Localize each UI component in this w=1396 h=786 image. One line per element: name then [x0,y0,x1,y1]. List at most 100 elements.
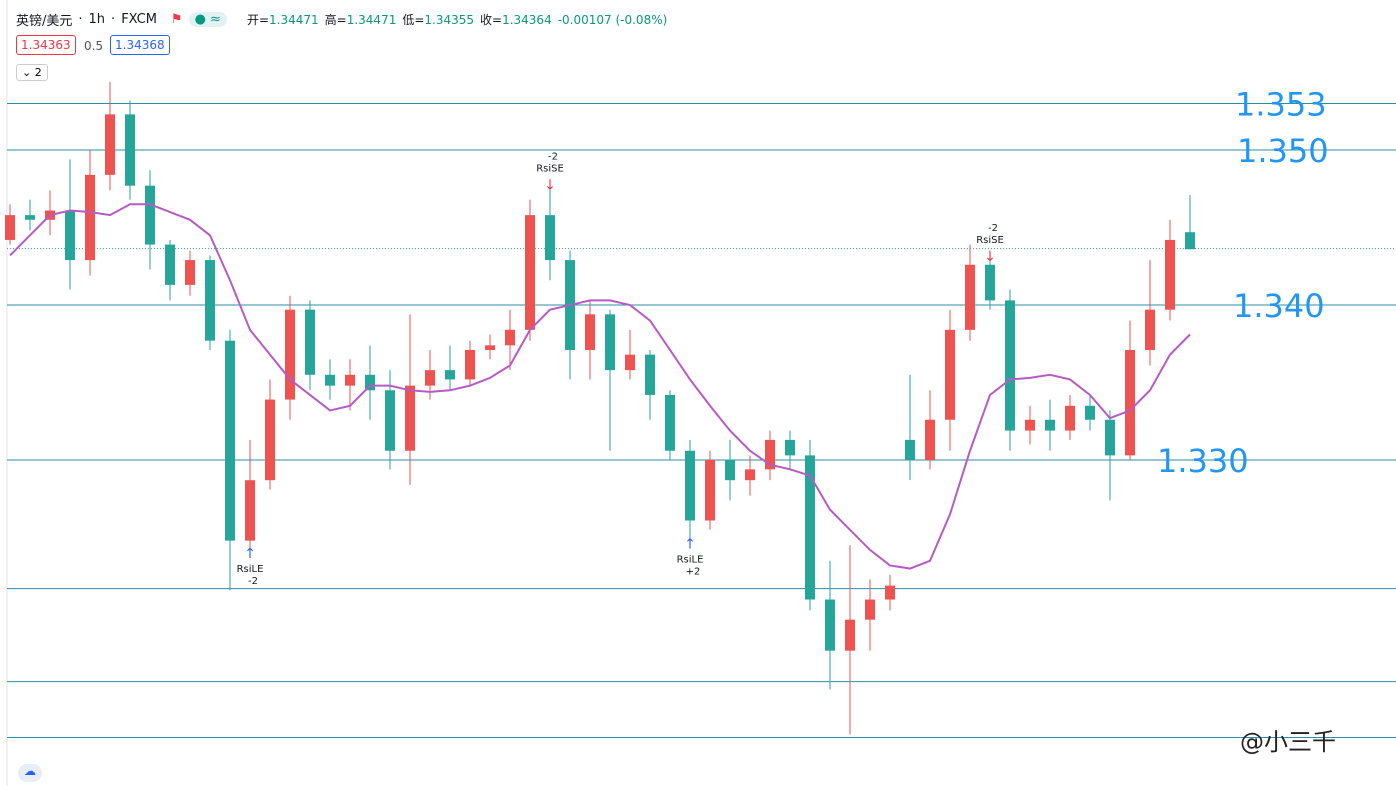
candle-body [645,354,655,395]
candle-body [305,309,315,375]
candle-body [945,329,955,420]
signal-qty: -2 [548,151,558,162]
logo[interactable]: ☁ [18,764,42,782]
source: FXCM [121,12,157,27]
candle-body [545,215,555,261]
candle-body [1085,405,1095,420]
candle-body [905,439,915,461]
candle-body [825,599,835,651]
ohlc: 开=1.34471 高=1.34471 低=1.34355 收=1.34364 [247,11,552,28]
flag-icon[interactable]: ⚑ [170,12,183,27]
candle-body [185,260,195,285]
candle-body [965,264,975,330]
candle-body [1165,239,1175,310]
ohlc-label: 高= [324,13,347,27]
watermark: @小三千 [1240,728,1336,756]
level-label: 1.340 [1233,287,1325,325]
candle-body [65,210,75,261]
candle-body [845,619,855,651]
ohlc-label: 收= [480,13,503,27]
candle-body [665,394,675,451]
signal-arrow: ↑ [244,546,256,562]
candle-body [225,340,235,541]
ohlc-item: 收=1.34364 [480,11,552,28]
signal-text: RsiLE [677,555,704,566]
ohlc-label: 低= [402,13,425,27]
interval[interactable]: 1h [88,12,106,27]
candle-body [325,374,335,386]
signal-text: RsiSE [536,163,564,174]
ohlc-value: 1.34355 [424,13,475,27]
candle-body [5,215,15,240]
indicator-count: 2 [34,66,42,79]
candle-body [265,399,275,481]
level-label: 1.350 [1237,132,1329,170]
bid[interactable]: 1.34363 [16,35,76,55]
candle-body [1045,419,1055,431]
candle-body [85,174,95,261]
status-icon[interactable]: ● ≈ [188,12,227,27]
level-label: 1.353 [1235,86,1327,124]
moving-average [9,203,1191,570]
candle-body [365,374,375,391]
candle-body [745,469,755,481]
signal-arrow: ↓ [544,177,556,193]
candle-body [205,260,215,341]
ohlc-value: 1.34471 [346,13,397,27]
candle-body [145,185,155,245]
ohlc-item: 开=1.34471 [247,11,319,28]
ask[interactable]: 1.34368 [110,35,170,55]
candle-body [405,385,415,451]
candle-body [505,329,515,346]
ohlc-item: 高=1.34471 [325,11,397,28]
candle-body [985,264,995,301]
candle-body [465,349,475,380]
candle-body [525,215,535,330]
signal-text: RsiLE [237,564,264,575]
candle-body [425,370,435,386]
candle-body [385,390,395,451]
signal-arrow: ↑ [684,537,696,553]
candle-body [1145,309,1155,350]
ohlc-value: 1.34364 [502,13,552,27]
candle-body [805,455,815,600]
candle-body [1005,300,1015,431]
header: 英镑/美元 · 1h · FXCM ⚑ ● ≈ 开=1.34471 高=1.34471… [16,11,668,29]
candle-body [485,345,495,350]
level-label: 1.330 [1157,442,1249,480]
candle-body [245,480,255,541]
candle-body [705,460,715,521]
indicator-toggle[interactable]: ⌄ 2 [16,64,48,81]
signal-text: RsiSE [976,235,1004,246]
candle-body [1025,419,1035,431]
signal-qty: -2 [988,223,998,234]
ohlc-item: 低=1.34355 [402,11,474,28]
candle-body [685,450,695,521]
ohlc-value: 1.34471 [269,13,319,27]
signal-qty: -2 [248,576,258,587]
candle-body [765,439,775,470]
spread: 0.5 [84,39,104,53]
candle-body [1105,419,1115,456]
candle-body [165,244,175,285]
candle-body [605,314,615,371]
candle-body [345,374,355,386]
symbol[interactable]: 英镑/美元 [16,14,73,29]
signal-qty: +2 [686,567,701,578]
candle-body [105,114,115,175]
candle-body [125,114,135,186]
candle-body [25,215,35,220]
candle-body [285,309,295,400]
candle-body [625,354,635,371]
candle-body [925,419,935,461]
candle-body [865,599,875,620]
candle-body [445,370,455,380]
change: -0.00107 (-0.08%) [557,12,668,27]
candle-body [1185,232,1195,250]
candle-body [1065,405,1075,431]
candle-body [785,439,795,456]
signal-arrow: ↓ [984,249,996,265]
candle-body [725,460,735,481]
